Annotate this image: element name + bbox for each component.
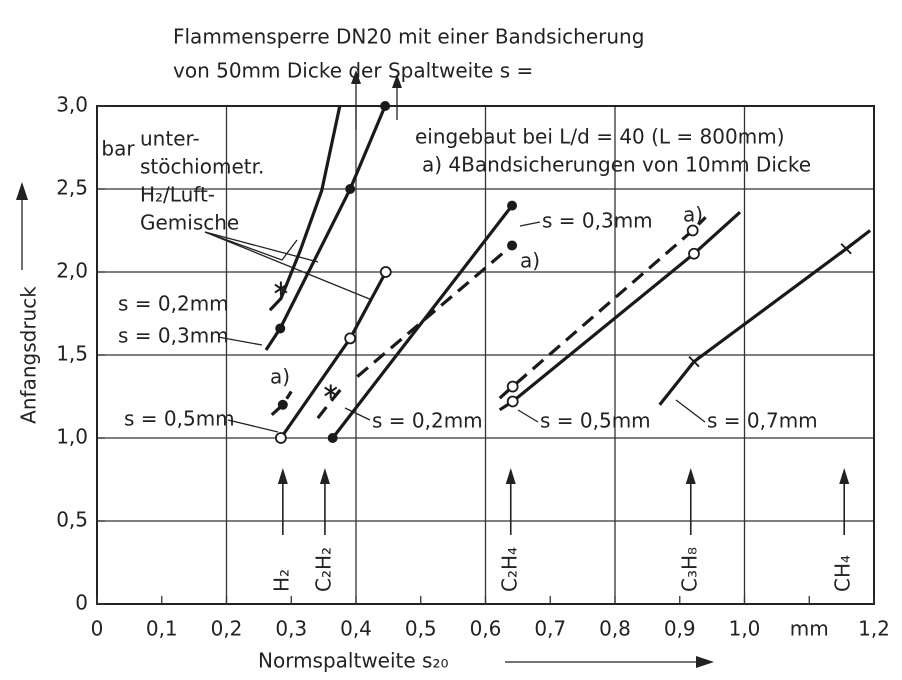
annotation: a) — [270, 365, 290, 389]
marker-dot — [327, 433, 338, 443]
leader — [204, 231, 298, 261]
annotation: a) — [520, 249, 540, 273]
y-axis-label: Anfangsdruck — [17, 286, 41, 424]
annotation: s = 0,2mm — [118, 292, 229, 316]
top-arrow-head — [392, 74, 402, 88]
y-tick-label: 1,5 — [56, 342, 88, 366]
y-tick-label: 2,5 — [56, 176, 88, 200]
annotation: Gemische — [140, 211, 239, 235]
marker-dot — [275, 323, 286, 334]
y-tick-label: 1,0 — [56, 425, 88, 449]
annotation: s = 0,3mm — [118, 324, 229, 348]
annotation: s = 0,3mm — [542, 209, 653, 233]
marker-dot — [345, 184, 356, 194]
x-tick-label: 0 — [91, 617, 104, 641]
annotation: a) 4Bandsicherungen von 10mm Dicke — [422, 153, 811, 177]
leader — [517, 409, 539, 423]
series-line — [264, 105, 387, 351]
gas-arrow-head — [839, 468, 850, 484]
series-line — [270, 390, 293, 416]
y-tick-label: 3,0 — [56, 93, 88, 117]
leader — [217, 336, 263, 346]
x-tick-label: 0,7 — [534, 617, 566, 641]
y-arrow-head — [16, 182, 28, 200]
annotation: H₂/Luft- — [140, 183, 215, 207]
x-tick-label: mm — [790, 617, 829, 641]
gas-label: C₃H₈ — [677, 547, 701, 592]
x-tick-label: 0,8 — [599, 617, 631, 641]
gas-arrow-head — [685, 468, 696, 484]
x-tick-label: 0,2 — [211, 617, 243, 641]
marker-circle — [506, 380, 519, 393]
x-tick-label: 1,2 — [858, 617, 890, 641]
x-tick-label: 0,1 — [146, 617, 178, 641]
series-line — [316, 385, 345, 420]
annotation: s = 0,5mm — [124, 407, 235, 431]
x-tick-label: 1,0 — [729, 617, 761, 641]
marker-cross — [688, 356, 700, 368]
x-axis-label: Normspaltweite s₂₀ — [258, 649, 449, 673]
marker-star — [324, 384, 338, 399]
marker-circle — [274, 432, 287, 444]
annotation: a) — [683, 203, 703, 227]
gas-label: C₂H₄ — [497, 547, 521, 592]
marker-dot — [507, 200, 518, 211]
x-tick-label: 0,4 — [340, 617, 372, 641]
annotation: s = 0,7mm — [707, 409, 818, 433]
series-line — [331, 204, 514, 439]
gas-arrow-head — [277, 468, 288, 484]
series-line — [268, 105, 342, 312]
gas-arrow-head — [319, 468, 330, 484]
x-tick-label: 0,5 — [405, 617, 437, 641]
marker-dot — [277, 399, 288, 410]
leader — [204, 231, 373, 301]
x-tick-label: 0,9 — [664, 617, 696, 641]
top-arrow-head — [351, 70, 361, 84]
annotation: unter- — [140, 127, 200, 151]
leader — [675, 399, 706, 423]
gas-arrow-head — [505, 468, 516, 484]
gas-label: C₂H₂ — [311, 547, 335, 592]
leader — [344, 407, 371, 421]
annotation: s = 0,2mm — [372, 409, 483, 433]
y-tick-label: 0 — [75, 591, 88, 615]
series-line — [658, 229, 872, 406]
marker-cross — [840, 243, 852, 255]
marker-circle — [506, 395, 519, 408]
marker-circle — [686, 224, 699, 237]
y-unit: bar — [101, 137, 135, 161]
marker-star — [274, 281, 288, 296]
x-tick-label: 0,3 — [275, 617, 307, 641]
gas-label: CH₄ — [831, 555, 855, 592]
y-tick-label: 2,0 — [56, 259, 88, 283]
annotation: s = 0,5mm — [540, 409, 651, 433]
marker-dot — [380, 101, 391, 111]
leader — [519, 221, 541, 227]
annotation: eingebaut bei L/d = 40 (L = 800mm) — [415, 125, 785, 149]
gas-label: H₂ — [269, 569, 293, 592]
y-tick-label: 0,5 — [56, 508, 88, 532]
series-line — [498, 211, 742, 412]
marker-circle — [344, 332, 357, 345]
leader — [227, 419, 279, 433]
x-tick-label: 0,6 — [470, 617, 502, 641]
marker-circle — [379, 266, 392, 278]
series-line — [498, 216, 707, 400]
annotation: stöchiometr. — [140, 155, 264, 179]
marker-circle — [688, 247, 700, 260]
x-arrow-head — [696, 656, 714, 668]
chart-title: Flammensperre DN20 mit einer Bandsicheru… — [173, 25, 644, 49]
series-line — [356, 244, 514, 378]
marker-dot — [507, 240, 518, 251]
